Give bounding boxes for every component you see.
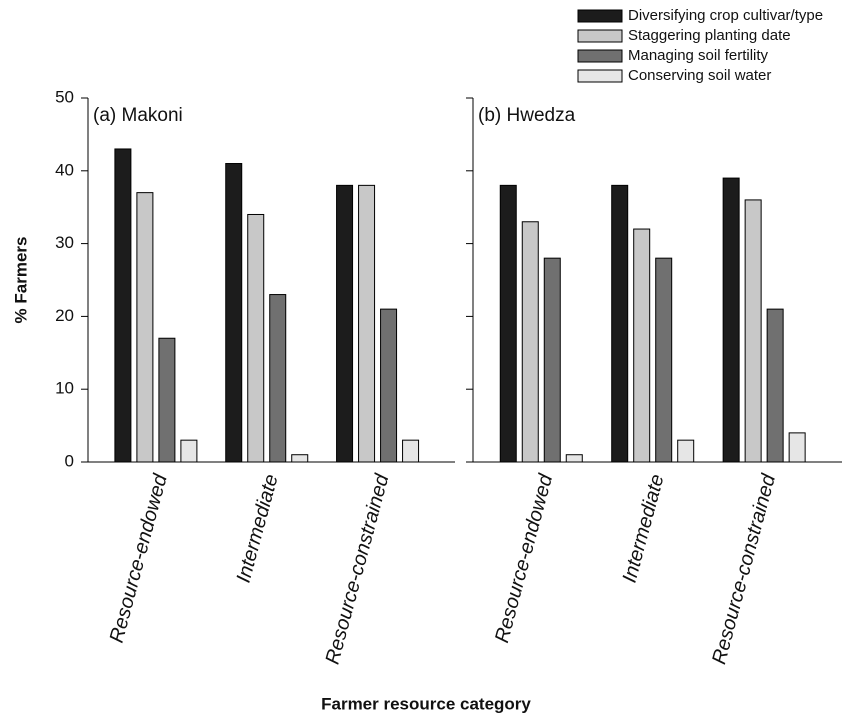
bar — [402, 439, 420, 463]
legend-label: Diversifying crop cultivar/type — [628, 7, 823, 24]
bar — [633, 228, 651, 463]
bar — [722, 177, 740, 463]
legend-swatch — [577, 29, 623, 43]
legend-swatch — [577, 69, 623, 83]
bar — [521, 221, 539, 463]
y-tick-label: 10 — [55, 379, 74, 398]
bar — [499, 184, 517, 463]
panel-title: (b) Hwedza — [478, 105, 576, 126]
bar — [565, 454, 583, 463]
y-tick-label: 20 — [55, 306, 74, 325]
y-tick-label: 50 — [55, 87, 74, 106]
bar — [358, 184, 376, 463]
legend-swatch — [577, 49, 623, 63]
bar — [136, 192, 154, 463]
legend-label: Staggering planting date — [628, 27, 791, 44]
bar — [677, 439, 695, 463]
bar — [180, 439, 198, 463]
y-tick-label: 30 — [55, 233, 74, 252]
bar — [788, 432, 806, 463]
bar — [336, 184, 354, 463]
x-tick-label: Resource-constrained — [322, 471, 394, 667]
x-tick-label: Intermediate — [619, 472, 669, 585]
bar — [269, 294, 287, 463]
y-tick-label: 40 — [55, 160, 74, 179]
x-tick-label: Resource-endowed — [106, 471, 172, 645]
legend-label: Managing soil fertility — [628, 47, 769, 64]
bar — [247, 213, 265, 463]
bar — [225, 163, 243, 463]
y-tick-label: 0 — [65, 451, 74, 470]
x-tick-label: Resource-endowed — [491, 471, 557, 645]
bar — [291, 454, 309, 463]
bar — [543, 257, 561, 463]
bar — [380, 308, 398, 463]
bar — [158, 337, 176, 463]
bar — [655, 257, 673, 463]
bar — [611, 184, 629, 463]
panel-title: (a) Makoni — [93, 105, 183, 126]
y-axis-label: % Farmers — [11, 237, 30, 324]
x-tick-label: Intermediate — [233, 472, 283, 585]
legend-swatch — [577, 9, 623, 23]
bar — [114, 148, 132, 463]
x-axis-label: Farmer resource category — [321, 694, 531, 713]
bar — [744, 199, 762, 463]
bar — [766, 308, 784, 463]
legend-label: Conserving soil water — [628, 67, 771, 84]
x-tick-label: Resource-constrained — [708, 471, 780, 667]
